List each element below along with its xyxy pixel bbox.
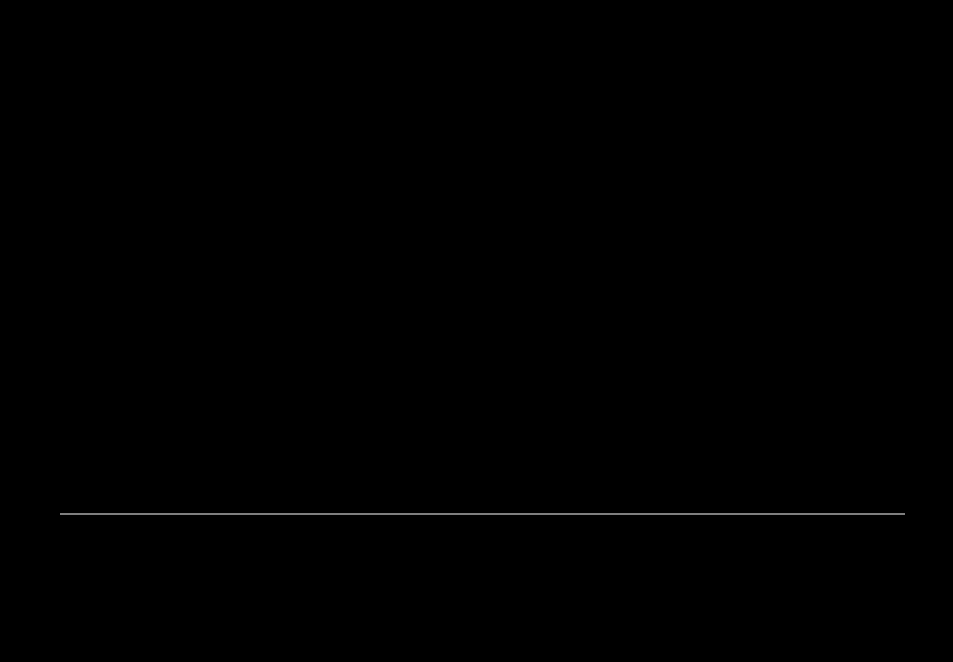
plot-area: [60, 10, 905, 513]
x-axis-line: [60, 513, 905, 515]
bar-chart: [0, 0, 953, 662]
